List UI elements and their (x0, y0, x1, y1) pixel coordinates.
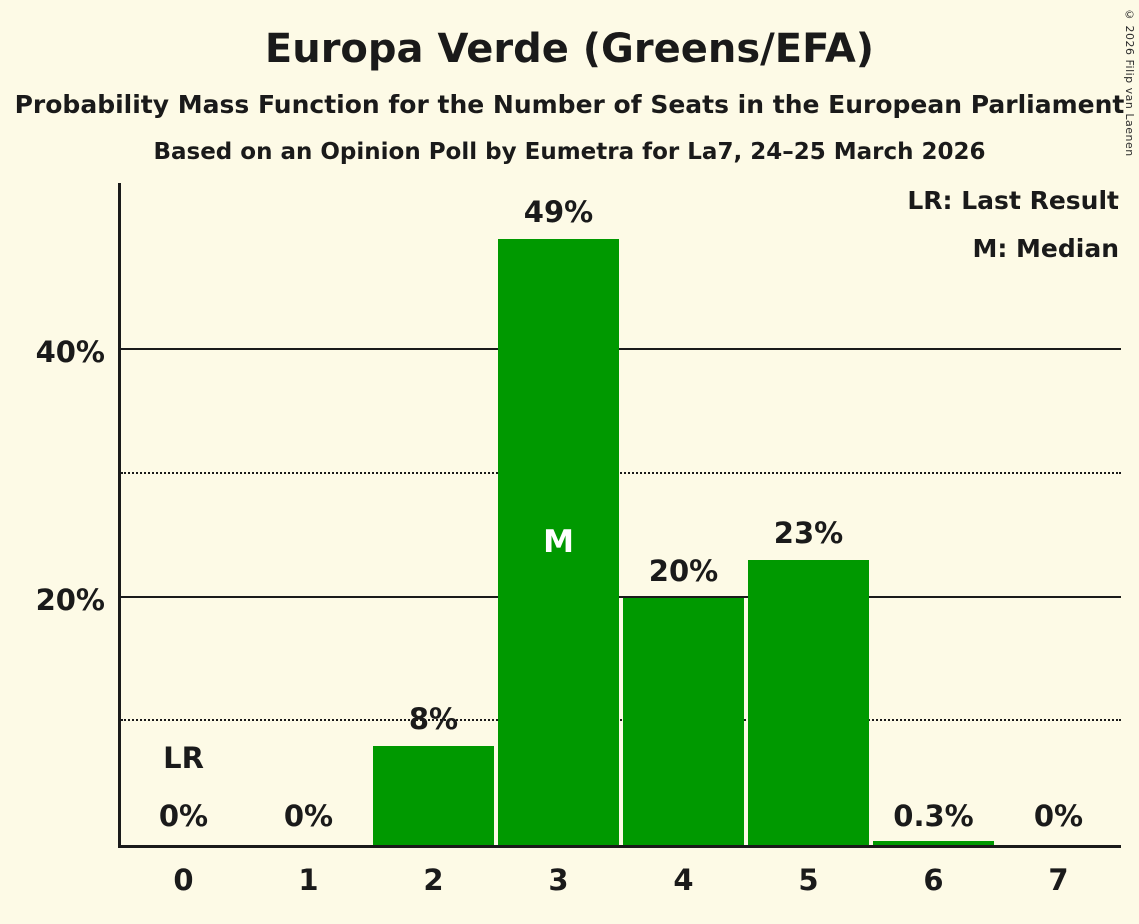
y-axis-label-20pct: 20% (35, 582, 105, 617)
x-axis-label-4: 4 (673, 863, 694, 897)
gridline-30pct (121, 471, 1121, 474)
chart-subtitle-line1: Probability Mass Function for the Number… (14, 90, 1125, 119)
bar-value-label-2: 8% (408, 702, 459, 737)
x-axis-label-5: 5 (798, 863, 819, 897)
bar-value-label-5: 23% (773, 516, 844, 551)
copyright-note: © 2026 Filip van Laenen (1123, 8, 1136, 157)
median-marker: M (543, 523, 574, 560)
x-axis-label-1: 1 (298, 863, 319, 897)
x-axis-label-6: 6 (923, 863, 944, 897)
bar-seats-5 (748, 560, 869, 845)
bar-seats-6 (873, 841, 994, 845)
legend-last-result: LR: Last Result (907, 186, 1119, 215)
chart-subtitle-line2: Based on an Opinion Poll by Eumetra for … (153, 139, 986, 165)
plot-area: 20% 40% 0 0% LR 1 0% 2 8% 3 M 49% 4 20% 5 23% 6 0.3% 7 0% (36, 183, 1121, 897)
legend-median: M: Median (972, 234, 1119, 263)
bar-seats-2 (373, 746, 494, 845)
last-result-marker: LR (163, 741, 204, 775)
gridline-40pct (121, 348, 1121, 351)
bar-value-label-7: 0% (1033, 799, 1084, 833)
chart-title: Europa Verde (Greens/EFA) (264, 26, 875, 72)
bar-value-label-6: 0.3% (893, 799, 974, 833)
x-axis-label-7: 7 (1048, 863, 1069, 897)
x-axis-label-2: 2 (423, 863, 444, 897)
bar-value-label-4: 20% (648, 553, 719, 588)
bar-seats-4 (623, 597, 744, 845)
bar-value-label-0: 0% (158, 799, 209, 833)
gridline-20pct (121, 595, 1121, 598)
bar-value-label-1: 0% (283, 799, 334, 833)
bar-value-label-3: 49% (523, 194, 594, 229)
x-axis-label-3: 3 (548, 863, 569, 897)
x-axis-label-0: 0 (173, 863, 194, 897)
gridline-10pct (121, 719, 1121, 722)
y-axis-label-40pct: 40% (35, 335, 105, 370)
bar-seats-3: M (498, 238, 619, 845)
